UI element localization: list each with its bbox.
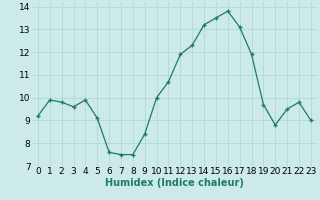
- X-axis label: Humidex (Indice chaleur): Humidex (Indice chaleur): [105, 178, 244, 188]
